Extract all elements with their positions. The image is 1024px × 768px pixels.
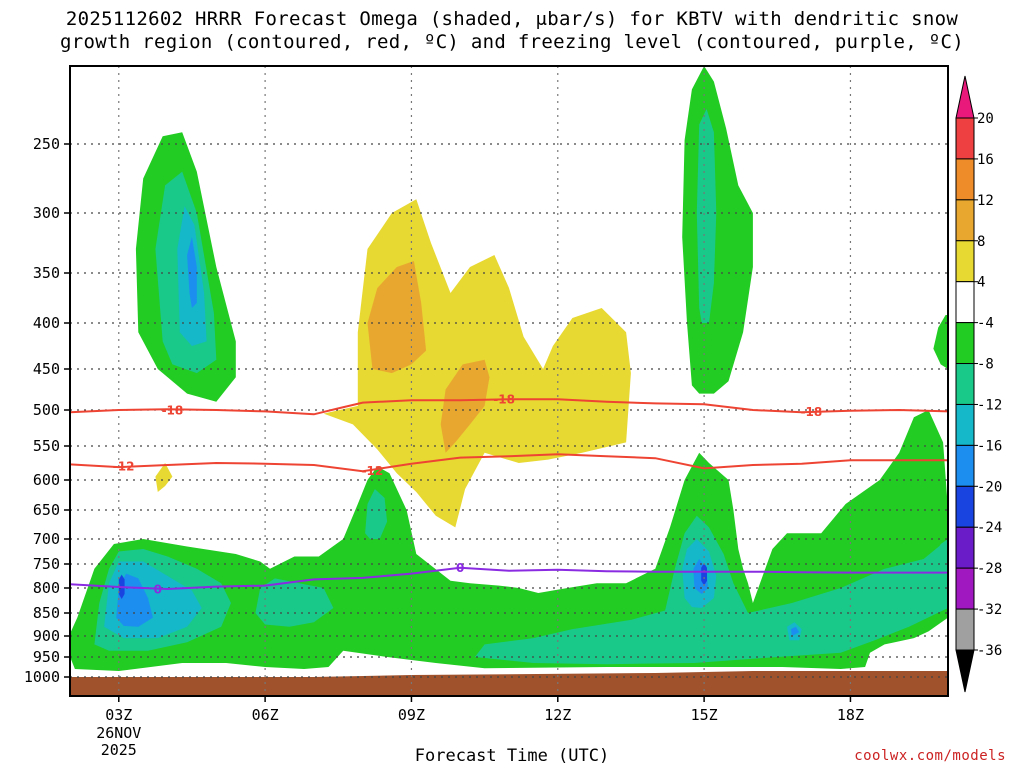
colorbar-segment-3	[955, 240, 975, 283]
y-tick-label-750: 750	[33, 555, 60, 573]
dgz-minus18-label: -18	[162, 404, 184, 418]
colorbar-bottom-arrow	[955, 649, 975, 693]
x-date-label-0: 26NOV	[96, 724, 141, 742]
y-tick-label-500: 500	[33, 401, 60, 419]
colorbar: 20 16 12 8 4 -4 -8 -12 -16 -20 -24 -28 -32 -36	[955, 75, 1002, 693]
freezing-level-0-label: 0	[154, 583, 162, 597]
colorbar-segment-11	[955, 567, 975, 610]
omega-green-far-right	[933, 315, 948, 369]
omega-orange-upper	[367, 261, 427, 374]
freezing-level-0-label-b-label: 0	[456, 561, 464, 575]
colorbar-segment-6	[955, 363, 975, 405]
colorbar-segment-7	[955, 403, 975, 446]
colorbar-top-arrow	[955, 75, 975, 119]
y-tick-label-350: 350	[33, 264, 60, 282]
colorbar-segment-0	[955, 117, 975, 160]
colorbar-label-4: 4	[977, 275, 985, 291]
colorbar-label-2: 12	[977, 193, 994, 209]
x-tick-label-12Z: 12Z	[544, 706, 571, 724]
x-tick-label-06Z: 06Z	[252, 706, 279, 724]
y-tick-label-600: 600	[33, 471, 60, 489]
x-tick-label-03Z: 03Z	[105, 706, 132, 724]
colorbar-label-7: -12	[977, 397, 1002, 413]
omega-teal-top-right	[696, 108, 717, 324]
colorbar-segment-9	[955, 485, 975, 528]
colorbar-label-0: 20	[977, 111, 994, 127]
colorbar-segment-5	[955, 322, 975, 365]
y-tick-label-700: 700	[33, 530, 60, 548]
chart-title-line-1: 2025112602 HRRR Forecast Omega (shaded, …	[65, 8, 959, 30]
omega-teal-lower-mid	[255, 578, 334, 627]
plot-border	[69, 65, 949, 697]
colorbar-label-9: -20	[977, 479, 1002, 495]
colorbar-label-12: -32	[977, 602, 1002, 618]
colorbar-label-8: -16	[977, 438, 1002, 454]
colorbar-label-10: -24	[977, 520, 1002, 536]
omega-indigo-dot-right	[701, 563, 707, 586]
x-tick-label-18Z: 18Z	[837, 706, 864, 724]
colorbar-segment-12	[955, 608, 975, 651]
x-date-label-1: 2025	[101, 741, 137, 759]
y-tick-label-550: 550	[33, 437, 60, 455]
omega-green-top-right	[682, 66, 753, 394]
gridlines	[70, 66, 948, 696]
y-tick-label-800: 800	[33, 579, 60, 597]
colorbar-segment-8	[955, 444, 975, 487]
chart-title-line-2: growth region (contoured, red, ºC) and f…	[60, 31, 964, 53]
y-tick-label-400: 400	[33, 314, 60, 332]
dgz-minus12-line	[70, 453, 948, 473]
y-tick-label-250: 250	[33, 135, 60, 153]
omega-shading	[70, 66, 948, 696]
y-tick-label-650: 650	[33, 501, 60, 519]
x-tick-label-09Z: 09Z	[398, 706, 425, 724]
freezing-level-0-line	[70, 566, 948, 591]
omega-teal-mid-upper	[365, 489, 388, 539]
omega-blue-small	[790, 626, 800, 636]
dgz-minus12-label: -12	[113, 459, 135, 473]
source-credit: coolwx.com/models	[854, 748, 1006, 764]
omega-orange-mid	[440, 359, 490, 453]
y-tick-label-1000: 1000	[24, 668, 60, 686]
colorbar-label-1: 16	[977, 152, 994, 168]
dgz-minus12-label-b-label: -12	[362, 464, 384, 478]
dgz-minus18-label-b-label: -18	[493, 392, 515, 406]
y-tick-label-450: 450	[33, 360, 60, 378]
colorbar-label-13: -36	[977, 643, 1002, 659]
y-axis-ticks: 250 300 350 400 450 500 550 600 650 700 750 800 850 9…	[24, 135, 70, 686]
colorbar-label-11: -28	[977, 561, 1002, 577]
contours: -18 -18 -18 -12 -12 0 0	[70, 392, 948, 597]
x-tick-label-15Z: 15Z	[691, 706, 718, 724]
chart-title: 2025112602 HRRR Forecast Omega (shaded, …	[0, 8, 1024, 54]
colorbar-segment-2	[955, 199, 975, 242]
y-tick-label-900: 900	[33, 627, 60, 645]
surface-terrain	[70, 671, 948, 696]
colorbar-label-6: -8	[977, 357, 994, 373]
y-tick-label-850: 850	[33, 604, 60, 622]
x-axis-title: Forecast Time (UTC)	[414, 746, 610, 766]
omega-yellow-small	[155, 463, 173, 492]
colorbar-label-3: 8	[977, 234, 985, 250]
dgz-minus18-line	[70, 398, 948, 416]
dgz-minus18-label-c-label: -18	[801, 405, 823, 419]
omega-blue-upper-left	[187, 237, 197, 308]
plot-frame	[69, 65, 949, 697]
y-tick-label-950: 950	[33, 648, 60, 666]
colorbar-segment-4	[955, 281, 975, 324]
colorbar-segment-10	[955, 526, 975, 569]
colorbar-segment-1	[955, 158, 975, 201]
y-tick-label-300: 300	[33, 204, 60, 222]
colorbar-label-5: -4	[977, 316, 994, 332]
